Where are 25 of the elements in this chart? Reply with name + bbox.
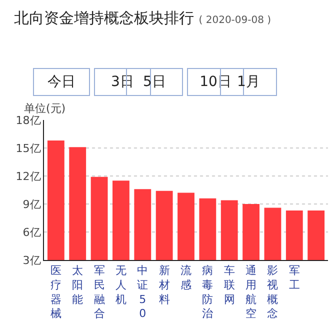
x-tick-label: 中证50: [137, 264, 148, 320]
x-tick-label: 通用航空: [246, 264, 257, 320]
y-tick-label: 9亿: [22, 198, 41, 211]
x-tick-label: 医疗器械: [50, 264, 62, 320]
text: 5日: [143, 74, 166, 90]
y-tick-label: 12亿: [16, 170, 41, 183]
text: 今日: [48, 74, 76, 90]
text: 1月: [237, 74, 260, 90]
x-tick-label: 新材料: [158, 264, 170, 306]
x-tick-label: 车联网: [224, 264, 235, 306]
y-tick-label: 15亿: [16, 142, 41, 155]
chart-title: 北向资金增持概念板块排行: [14, 9, 194, 27]
x-tick-label: 流感: [180, 264, 192, 292]
x-tick-label: 军工: [288, 264, 300, 292]
x-tick-label: 太阳能: [72, 264, 84, 306]
text: 3日: [111, 74, 134, 90]
x-tick-label: 军民融合: [94, 264, 105, 320]
x-tick-label: 病毒防治: [202, 264, 214, 320]
chart-subtitle: ( 2020-09-08 ): [198, 15, 272, 26]
x-tick-label: 影视概念: [267, 264, 278, 320]
x-tick-label: 无人机: [115, 264, 126, 306]
y-tick-label: 3亿: [22, 254, 41, 267]
y-tick-label: 6亿: [22, 226, 41, 239]
y-tick-label: 18亿: [16, 114, 41, 127]
y-axis-title: 单位(元): [24, 102, 66, 115]
